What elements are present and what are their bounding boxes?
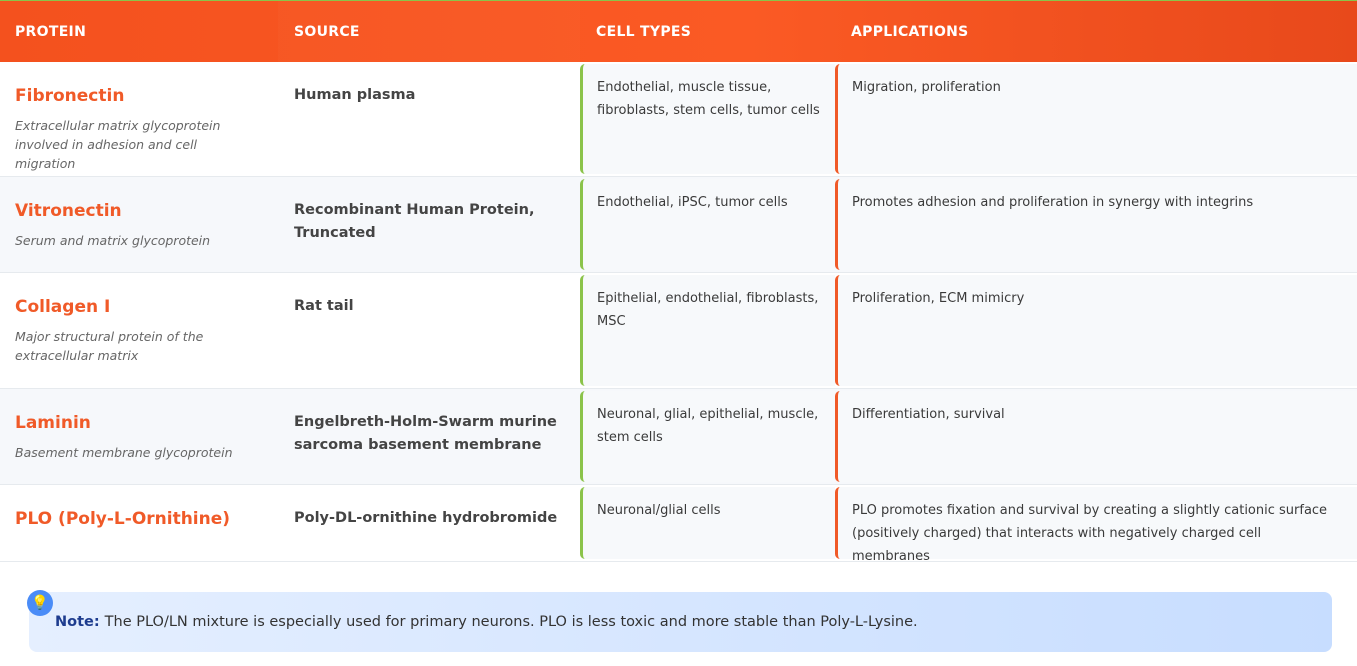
- note-box: 💡 Note: The PLO/LN mixture is especially…: [27, 590, 1332, 652]
- protein-name: PLO (Poly-L-Ornithine): [15, 509, 231, 529]
- header-protein: PROTEIN: [15, 23, 87, 40]
- cell-types-cell: Neuronal, glial, epithelial, muscle, ste…: [580, 391, 835, 482]
- protein-cell: Fibronectin Extracellular matrix glycopr…: [0, 62, 278, 176]
- protein-cell: PLO (Poly-L-Ornithine): [0, 485, 278, 561]
- header-source: SOURCE: [294, 23, 360, 40]
- source-text: Recombinant Human Protein, Truncated: [294, 202, 535, 241]
- cell-types-cell: Neuronal/glial cells: [580, 487, 835, 559]
- protein-description: Extracellular matrix glycoprotein involv…: [15, 118, 221, 171]
- source-text: Poly-DL-ornithine hydrobromide: [294, 510, 558, 526]
- note-label: Note:: [55, 614, 100, 630]
- header-cell-types: CELL TYPES: [596, 23, 692, 40]
- applications-cell: Proliferation, ECM mimicry: [835, 275, 1357, 386]
- table-row: Vitronectin Serum and matrix glycoprotei…: [0, 177, 1357, 273]
- applications-cell: Differentiation, survival: [835, 391, 1357, 482]
- protein-description: Major structural protein of the extracel…: [15, 329, 204, 363]
- cell-types-cell: Endothelial, muscle tissue, fibroblasts,…: [580, 64, 835, 174]
- protein-description: Serum and matrix glycoprotein: [15, 233, 211, 248]
- table-row: Fibronectin Extracellular matrix glycopr…: [0, 62, 1357, 177]
- protein-cell: Laminin Basement membrane glycoprotein: [0, 389, 278, 484]
- protein-cell: Vitronectin Serum and matrix glycoprotei…: [0, 177, 278, 272]
- table-row: Laminin Basement membrane glycoprotein E…: [0, 389, 1357, 485]
- applications-cell: Promotes adhesion and proliferation in s…: [835, 179, 1357, 270]
- lightbulb-icon: 💡: [27, 590, 53, 616]
- source-cell: Poly-DL-ornithine hydrobromide: [278, 485, 580, 561]
- protein-table: PROTEIN SOURCE CELL TYPES APPLICATIONS F…: [0, 0, 1357, 564]
- protein-cell: Collagen I Major structural protein of t…: [0, 273, 278, 388]
- source-cell: Engelbreth-Holm-Swarm murine sarcoma bas…: [278, 389, 580, 484]
- protein-name: Fibronectin: [15, 86, 125, 106]
- cell-types-cell: Epithelial, endothelial, fibroblasts, MS…: [580, 275, 835, 386]
- table-header: PROTEIN SOURCE CELL TYPES APPLICATIONS: [0, 0, 1357, 62]
- source-cell: Human plasma: [278, 62, 580, 176]
- table-row: PLO (Poly-L-Ornithine) Poly-DL-ornithine…: [0, 485, 1357, 564]
- source-cell: Rat tail: [278, 273, 580, 388]
- cell-types-cell: Endothelial, iPSC, tumor cells: [580, 179, 835, 270]
- note-text: The PLO/LN mixture is especially used fo…: [104, 614, 918, 630]
- protein-name: Laminin: [15, 413, 91, 433]
- protein-name: Collagen I: [15, 297, 111, 317]
- source-text: Human plasma: [294, 87, 416, 103]
- applications-cell: Migration, proliferation: [835, 64, 1357, 174]
- applications-cell: PLO promotes fixation and survival by cr…: [835, 487, 1357, 564]
- protein-name: Vitronectin: [15, 201, 122, 221]
- source-cell: Recombinant Human Protein, Truncated: [278, 177, 580, 272]
- source-text: Engelbreth-Holm-Swarm murine sarcoma bas…: [294, 414, 557, 453]
- protein-description: Basement membrane glycoprotein: [15, 445, 233, 460]
- table-row: Collagen I Major structural protein of t…: [0, 273, 1357, 389]
- header-applications: APPLICATIONS: [851, 23, 969, 40]
- source-text: Rat tail: [294, 298, 354, 314]
